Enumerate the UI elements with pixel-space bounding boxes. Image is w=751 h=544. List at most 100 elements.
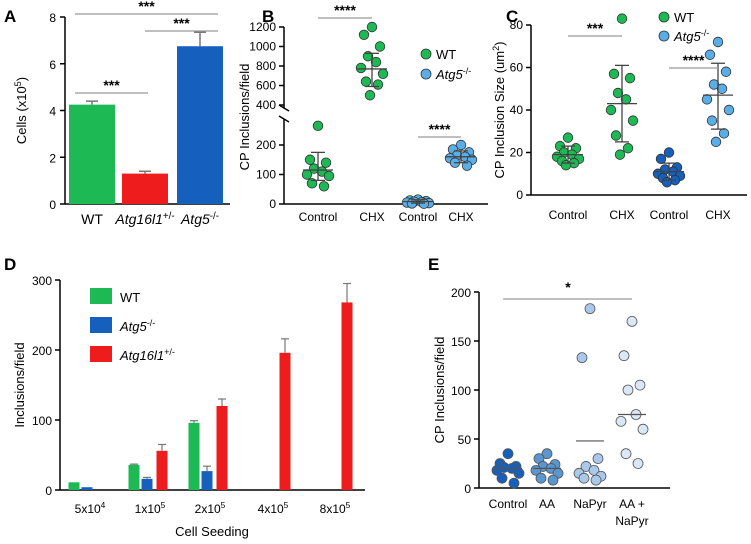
text-part: 5	[13, 81, 23, 86]
x-tick-label: Control	[489, 497, 528, 511]
text-part: 4	[101, 500, 106, 510]
x-tick-label: 2x105	[195, 500, 226, 516]
significance-stars: ***	[138, 0, 155, 14]
data-point	[701, 94, 713, 105]
y-axis-label: CP Inclusions/field	[432, 337, 447, 444]
text-part: -/-	[210, 211, 219, 222]
bar	[128, 464, 140, 490]
panel-label-a: A	[4, 7, 16, 26]
y-tick-label: 300	[32, 274, 52, 288]
legend-label: WT	[120, 290, 140, 305]
text-part: +/-	[164, 347, 175, 357]
text-part: Cells (x10	[14, 86, 29, 144]
data-point	[608, 68, 620, 80]
data-point	[366, 21, 378, 33]
bar	[141, 478, 153, 490]
x-tick-label: 1x105	[135, 500, 166, 516]
x-tick-label: Control	[399, 210, 438, 224]
data-point	[584, 303, 596, 315]
bar	[177, 46, 223, 204]
bar	[279, 352, 291, 490]
data-point	[622, 384, 634, 396]
bar	[68, 482, 80, 490]
data-point	[716, 83, 728, 94]
text-part: -/-	[701, 28, 710, 38]
text-part: 2	[491, 46, 501, 51]
text-part: 5	[346, 500, 351, 510]
x-tick-label: 8x105	[320, 500, 351, 516]
y-tick-label: 0	[516, 188, 523, 202]
data-point	[547, 474, 559, 486]
x-tick-label: Control	[299, 210, 338, 224]
data-point	[535, 472, 547, 484]
text-part: WT	[81, 211, 103, 227]
data-point	[590, 474, 602, 486]
y-tick-label: 40	[510, 103, 524, 117]
data-point	[502, 448, 514, 460]
legend-swatch	[90, 288, 112, 304]
y-tick-label: 100	[32, 414, 52, 428]
data-point	[364, 90, 376, 101]
x-tick-label: NaPyr	[573, 497, 606, 511]
x-tick-label: WT	[81, 211, 103, 227]
data-point	[706, 115, 718, 126]
data-point	[508, 477, 520, 489]
y-tick-label: 800	[256, 59, 276, 73]
data-point	[578, 472, 590, 484]
data-point	[616, 13, 628, 24]
legend-label: Atg16l1+/-	[119, 347, 175, 363]
x-tick-label: CHX	[359, 210, 384, 224]
data-point	[320, 157, 332, 168]
data-point	[624, 72, 636, 84]
text-part: WT	[674, 10, 694, 25]
data-point	[541, 448, 553, 460]
y-tick-label: 1200	[249, 20, 276, 34]
significance-stars: ****	[429, 121, 451, 137]
data-point	[605, 104, 617, 116]
data-point	[622, 143, 634, 154]
data-point	[377, 68, 389, 80]
y-tick-label: 8	[49, 11, 56, 25]
text-part: Atg16l1	[119, 348, 164, 363]
significance-stars: ****	[334, 2, 356, 18]
data-point	[592, 453, 604, 465]
bar	[69, 104, 115, 204]
data-point	[720, 66, 732, 77]
data-point	[355, 62, 367, 74]
data-point	[718, 128, 730, 139]
y-axis-label: CP Inclusions/field	[237, 64, 252, 171]
y-tick-label: 600	[256, 79, 276, 93]
text-part: 5	[284, 500, 289, 510]
text-part: 5x10	[75, 502, 101, 516]
x-tick-label: Atg5-/-	[180, 211, 219, 228]
panel-label-d: D	[4, 255, 16, 274]
text-part: WT	[436, 47, 456, 62]
significance-stars: *	[565, 279, 571, 295]
x-tick-label: CHX	[448, 210, 473, 224]
data-point	[632, 458, 644, 469]
bar	[188, 422, 200, 490]
x-tick-label: Control	[549, 208, 588, 222]
data-point	[710, 136, 722, 148]
data-point	[323, 170, 335, 182]
data-point	[455, 139, 467, 151]
data-point	[612, 87, 624, 99]
y-axis-label: Inclusions/field	[12, 342, 27, 427]
axis-break	[278, 115, 290, 123]
y-axis-label: CP Inclusion Size (um2)	[491, 41, 507, 178]
x-tick-label: CHX	[609, 208, 634, 222]
data-point	[562, 132, 574, 143]
data-point	[661, 177, 673, 188]
significance-stars: ***	[173, 15, 190, 31]
legend-marker	[420, 68, 432, 80]
y-tick-label: 1000	[249, 40, 276, 54]
data-point	[560, 160, 572, 171]
y-tick-label: 60	[510, 61, 524, 75]
data-point	[370, 56, 382, 68]
bar	[216, 406, 228, 490]
data-point	[496, 472, 508, 484]
x-tick-label: 4x105	[258, 500, 289, 516]
legend-label: WT	[674, 10, 694, 25]
data-point	[312, 120, 324, 132]
